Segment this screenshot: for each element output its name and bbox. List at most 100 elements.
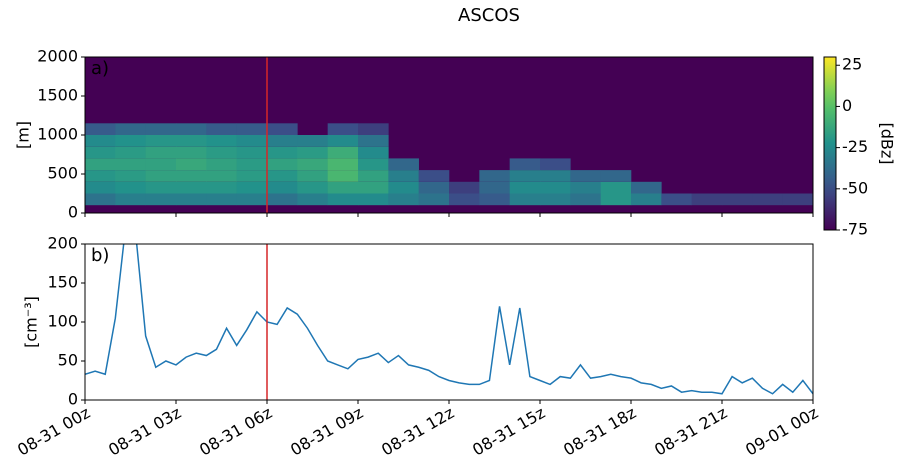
heatmap-cell (540, 170, 571, 182)
heatmap-cell (145, 146, 177, 159)
x-tick-label: 09-01 00z (742, 403, 821, 460)
heatmap-cell (206, 170, 237, 182)
heatmap-cell (206, 123, 237, 135)
heatmap-cell (722, 193, 753, 206)
heatmap-cell (85, 135, 116, 147)
heatmap-cell (600, 181, 632, 194)
axes-frame (84, 243, 814, 401)
heatmap-cell (176, 123, 207, 135)
heatmap-cell (600, 170, 632, 182)
heatmap-cell (540, 181, 571, 194)
y-tick-label: 2000 (37, 47, 78, 66)
heatmap-cell (85, 170, 116, 182)
heatmap-cell (236, 181, 268, 194)
heatmap-cell (358, 193, 389, 206)
colorbar-tick-label: 25 (842, 55, 862, 74)
heatmap-cell (600, 193, 632, 206)
heatmap-cell (176, 181, 207, 194)
y-tick-label: 1000 (37, 125, 78, 144)
line-series (85, 244, 813, 395)
heatmap-cell (388, 158, 419, 171)
colorbar-tick-label: -50 (842, 178, 868, 197)
heatmap-cell (358, 146, 389, 159)
heatmap-cell (206, 193, 237, 206)
heatmap-cell (388, 170, 419, 182)
heatmap-cell (418, 193, 450, 206)
heatmap-cell (115, 181, 146, 194)
heatmap-cell (236, 146, 268, 159)
y-axis-label: [cm⁻³] (22, 296, 41, 348)
heatmap-cell (297, 170, 328, 182)
heatmap-cell (85, 146, 116, 159)
heatmap-cell (418, 181, 450, 194)
heatmap-cell (691, 193, 723, 206)
heatmap-cell (509, 170, 541, 182)
heatmap-cell (206, 146, 237, 159)
heatmap-cell (479, 193, 510, 206)
y-tick-label: 100 (47, 312, 78, 331)
heatmap-cell (267, 181, 298, 194)
heatmap-cell (540, 158, 571, 171)
colorbar-label: [dBz] (878, 122, 897, 164)
heatmap-cell (297, 146, 328, 159)
y-tick-label: 200 (47, 234, 78, 253)
heatmap-cell (145, 170, 177, 182)
heatmap-cell (115, 170, 146, 182)
x-tick-label: 08-31 00z (14, 403, 93, 460)
x-tick-label: 08-31 09z (287, 403, 366, 460)
heatmap-cell (176, 135, 207, 147)
heatmap-cell (297, 181, 328, 194)
heatmap-cell (85, 158, 116, 171)
heatmap-cell (388, 193, 419, 206)
y-tick-label: 1500 (37, 86, 78, 105)
heatmap-cell (145, 123, 177, 135)
heatmap-cell (85, 123, 116, 135)
heatmap-cell (358, 123, 389, 135)
y-tick-label: 50 (58, 351, 78, 370)
heatmap-cell (631, 181, 662, 194)
heatmap-cell (752, 193, 783, 206)
x-tick-label: 08-31 12z (378, 403, 457, 460)
heatmap-cell (327, 193, 359, 206)
heatmap-cell (449, 193, 480, 206)
figure-title: ASCOS (458, 5, 520, 26)
heatmap-cell (479, 181, 510, 194)
heatmap-cell (297, 135, 328, 147)
heatmap-cell (327, 158, 359, 171)
heatmap-cell (327, 135, 359, 147)
heatmap-cell (570, 170, 601, 182)
heatmap-cell (236, 193, 268, 206)
heatmap-cell (206, 181, 237, 194)
heatmap-cell (297, 158, 328, 171)
heatmap-cell (145, 181, 177, 194)
heatmap-cell (327, 170, 359, 182)
heatmap-cell (327, 181, 359, 194)
heatmap-cell (176, 158, 207, 171)
heatmap-cell (267, 193, 298, 206)
heatmap-cell (479, 170, 510, 182)
y-tick-label: 0 (68, 203, 78, 222)
heatmap-cell (85, 193, 116, 206)
heatmap-cell (115, 146, 146, 159)
heatmap-cell (388, 181, 419, 194)
y-axis-label: [m] (14, 121, 33, 149)
y-tick-label: 500 (47, 164, 78, 183)
colorbar-tick-label: 0 (842, 96, 852, 115)
heatmap-cell (115, 158, 146, 171)
heatmap-cell (267, 135, 298, 147)
colorbar-tick-label: -75 (842, 220, 868, 239)
heatmap-cell (267, 146, 298, 159)
heatmap-cell (267, 123, 298, 135)
heatmap-cell (327, 146, 359, 159)
heatmap-cell (85, 181, 116, 194)
panel-annotation: a) (91, 58, 109, 79)
heatmap-cell (297, 193, 328, 206)
heatmap-cell (236, 170, 268, 182)
heatmap-cell (236, 158, 268, 171)
y-tick-label: 0 (68, 390, 78, 409)
heatmap-cell (236, 123, 268, 135)
heatmap-cell (145, 135, 177, 147)
heatmap-cell (358, 170, 389, 182)
heatmap-cell (206, 135, 237, 147)
y-tick-label: 150 (47, 273, 78, 292)
